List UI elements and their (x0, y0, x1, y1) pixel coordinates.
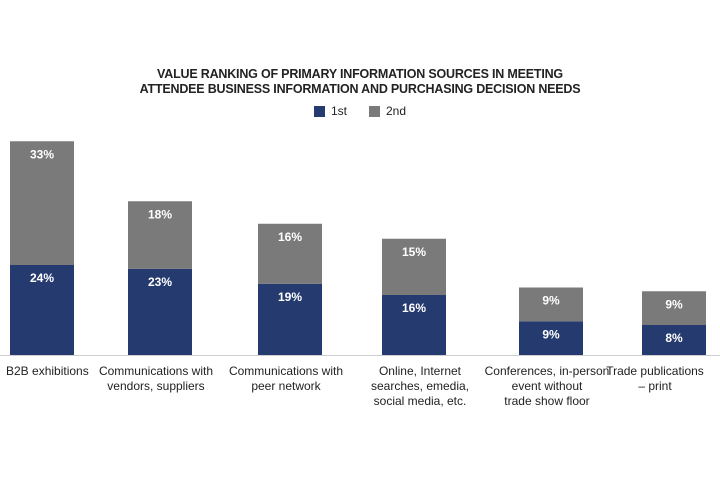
chart-title-line-1: VALUE RANKING OF PRIMARY INFORMATION SOU… (157, 67, 563, 81)
data-label-1st-conferences-in-person-event-without-trade-show-floor: 9% (542, 327, 560, 341)
chart-title-line-2: ATTENDEE BUSINESS INFORMATION AND PURCHA… (139, 82, 581, 96)
data-label-1st-communications-with-vendors-suppliers: 23% (148, 275, 172, 289)
legend-item-1st: 1st (313, 104, 347, 118)
category-label-conferences-in-person-event-without-trade-show-floor: Conferences, in-person event without trade… (482, 364, 612, 409)
data-label-2nd-communications-with-vendors-suppliers: 18% (148, 207, 172, 221)
data-label-1st-online-internet-searches-emedia-social-media-etc: 16% (402, 301, 426, 315)
bar-1st-communications-with-peer-network (258, 283, 322, 355)
category-label-line: peer network (251, 379, 321, 393)
category-label-line: Trade publications (606, 364, 704, 378)
legend-swatch-1st (313, 105, 325, 117)
category-label-line: – print (638, 379, 672, 393)
category-label-line: Conferences, in-person (484, 364, 610, 378)
category-label-line: Online, Internet (378, 364, 462, 378)
data-label-2nd-online-internet-searches-emedia-social-media-etc: 15% (402, 245, 426, 259)
category-label-line: event without (511, 379, 583, 393)
bar-1st-online-internet-searches-emedia-social-media-etc (382, 295, 446, 355)
bar-1st-b2b-exhibitions (10, 265, 74, 355)
category-label-online-internet-searches-emedia-social-media-etc: Online, Internet searches, emedia, social … (355, 364, 485, 409)
bar-1st-trade-publications-print (642, 325, 706, 355)
legend-swatch-2nd (368, 105, 380, 117)
category-label-line: trade show floor (504, 394, 590, 408)
chart-title: VALUE RANKING OF PRIMARY INFORMATION SOU… (0, 67, 720, 97)
bar-2nd-trade-publications-print (642, 291, 706, 325)
data-label-2nd-trade-publications-print: 9% (665, 297, 683, 311)
bar-2nd-online-internet-searches-emedia-social-media-etc (382, 238, 446, 295)
bar-2nd-communications-with-vendors-suppliers (128, 201, 192, 269)
category-label-line: searches, emedia, (370, 379, 470, 393)
category-label-trade-publications-print: Trade publications – print (590, 364, 720, 394)
bar-1st-conferences-in-person-event-without-trade-show-floor (519, 321, 583, 355)
category-label-line: social media, etc. (373, 394, 467, 408)
bar-1st-communications-with-vendors-suppliers (128, 268, 192, 355)
data-label-1st-b2b-exhibitions: 24% (30, 271, 54, 285)
category-label-communications-with-peer-network: Communications with peer network (221, 364, 351, 394)
data-label-2nd-b2b-exhibitions: 33% (30, 147, 54, 161)
chart-legend: 1st 2nd (0, 104, 720, 118)
bar-2nd-conferences-in-person-event-without-trade-show-floor (519, 287, 583, 322)
category-label-b2b-exhibitions: B2B exhibitions (6, 364, 136, 379)
legend-label-2nd: 2nd (385, 104, 407, 118)
category-label-line: Communications with (228, 364, 344, 378)
category-label-line: vendors, suppliers (107, 379, 205, 393)
bar-2nd-b2b-exhibitions (10, 141, 74, 265)
category-label-line: Communications with (98, 364, 214, 378)
data-label-2nd-conferences-in-person-event-without-trade-show-floor: 9% (542, 294, 560, 308)
data-label-1st-trade-publications-print: 8% (665, 331, 683, 345)
data-label-1st-communications-with-peer-network: 19% (278, 290, 302, 304)
legend-label-1st: 1st (330, 104, 347, 118)
category-label-communications-with-vendors-suppliers: Communications with vendors, suppliers (91, 364, 221, 394)
legend-item-2nd: 2nd (368, 104, 407, 118)
category-label-line: B2B exhibitions (6, 364, 89, 378)
bar-2nd-communications-with-peer-network (258, 223, 322, 284)
data-label-2nd-communications-with-peer-network: 16% (278, 230, 302, 244)
